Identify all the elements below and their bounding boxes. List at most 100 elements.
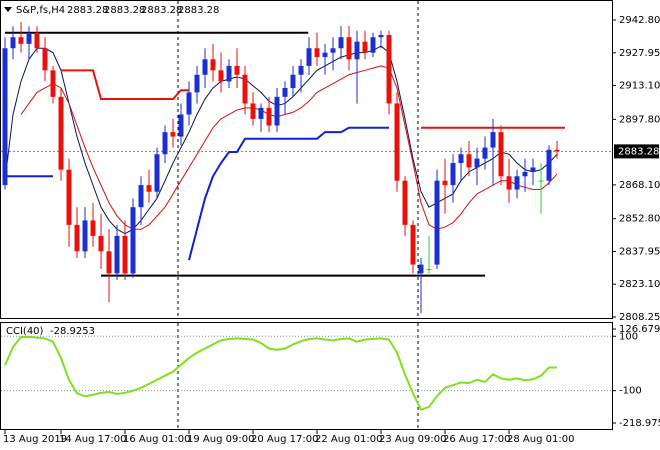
candle-body [546, 149, 552, 181]
candle-body [410, 224, 416, 265]
indicator-line [61, 69, 189, 101]
y-tick-label: 2927.95 [619, 48, 660, 59]
x-tick-label: 22 Aug 01:00 [315, 434, 382, 445]
cci-tick-label: 100 [619, 331, 638, 342]
y-tick-label: 2897.80 [619, 114, 660, 125]
candle-body [98, 235, 104, 252]
candle-body [50, 70, 56, 97]
cci-tick-label: 126.6794 [619, 324, 660, 335]
candle-body [218, 70, 224, 82]
main-panel [0, 0, 613, 319]
y-tick-label: 2808.25 [619, 312, 660, 323]
candle-body [314, 48, 320, 58]
candle-body [442, 180, 448, 186]
cci-tick-label: -218.9751 [619, 418, 660, 429]
candle-body [194, 74, 200, 93]
candle-body [466, 154, 472, 168]
x-tick-label: 23 Aug 09:00 [379, 434, 446, 445]
candle-body [170, 132, 176, 137]
candle-body [122, 235, 128, 274]
indicator-line [4, 45, 558, 235]
y-tick-label: 2942.80 [619, 15, 660, 26]
candle-body [386, 35, 392, 104]
candle-body [378, 35, 384, 38]
quote: 2883.28 [104, 5, 145, 16]
candle-body [474, 158, 480, 168]
candle-body [522, 171, 528, 177]
x-tick-label: 14 Aug 17:00 [59, 434, 126, 445]
candle-body [282, 87, 288, 97]
candle-body [178, 114, 184, 137]
candle-body [258, 107, 264, 119]
x-tick-label: 28 Aug 01:00 [507, 434, 574, 445]
candle-body [402, 180, 408, 225]
indicator-label: CCI(40) [6, 326, 44, 337]
candle-body [90, 220, 96, 236]
candle-body [298, 65, 304, 75]
candle-body [370, 37, 376, 53]
candle-body [186, 92, 192, 115]
candle-body [130, 207, 136, 274]
chart-title: S&P,fs,H4 [16, 5, 65, 16]
candle-body [506, 176, 512, 190]
y-tick-label: 2837.95 [619, 246, 660, 257]
candle-body [306, 48, 312, 66]
x-tick-label: 20 Aug 17:00 [251, 434, 318, 445]
candle-body [322, 52, 328, 58]
price-label: 2883.28 [618, 146, 659, 157]
candle-body [146, 185, 152, 192]
candle-body [330, 48, 336, 53]
candle-body [58, 96, 64, 170]
candle-body [74, 224, 80, 252]
candle-body [242, 74, 248, 104]
candle-body [138, 185, 144, 208]
candle-body [426, 268, 432, 270]
candle-body [2, 48, 8, 186]
candle-body [162, 132, 168, 155]
x-tick-label: 26 Aug 17:00 [443, 434, 510, 445]
candle-body [114, 235, 120, 274]
candle-body [66, 169, 72, 225]
candle-body [226, 65, 232, 82]
candle-body [42, 48, 48, 71]
candle-body [418, 264, 424, 274]
indicator-current: -28.9253 [50, 326, 95, 337]
candle-body [482, 147, 488, 159]
candle-body [498, 132, 504, 177]
x-tick-label: 13 Aug 2019 [3, 434, 67, 445]
indicator-line [188, 126, 389, 261]
y-tick-label: 2913.10 [619, 81, 660, 92]
y-tick-label: 2823.10 [619, 279, 660, 290]
y-tick-label: 2868.10 [619, 180, 660, 191]
candle-body [394, 103, 400, 181]
cci-tick-label: -100 [619, 386, 642, 397]
candle-body [290, 74, 296, 88]
quote: 2883.28 [178, 5, 219, 16]
candle-body [106, 251, 112, 274]
candle-body [530, 167, 536, 172]
candle-body [362, 41, 368, 53]
candle-body [10, 37, 16, 49]
candle-body [450, 163, 456, 186]
candle-body [26, 32, 32, 44]
candle-body [234, 65, 240, 75]
x-tick-label: 16 Aug 01:00 [123, 434, 190, 445]
quote: 2883.28 [67, 5, 108, 16]
candle-body [434, 180, 440, 265]
quote: 2883.28 [141, 5, 182, 16]
candle-body [554, 149, 560, 152]
candle-body [82, 220, 88, 252]
candle-body [538, 180, 544, 182]
candle-body [490, 132, 496, 148]
candle-body [266, 107, 272, 126]
candle-body [210, 59, 216, 71]
indicator-line [4, 335, 557, 411]
candle-body [18, 37, 24, 44]
candle-body [346, 37, 352, 60]
cci-panel [0, 322, 613, 430]
candle-body [338, 37, 344, 49]
y-tick-label: 2852.80 [619, 214, 660, 225]
x-tick-label: 19 Aug 09:00 [187, 434, 254, 445]
menu-icon[interactable] [4, 7, 12, 12]
